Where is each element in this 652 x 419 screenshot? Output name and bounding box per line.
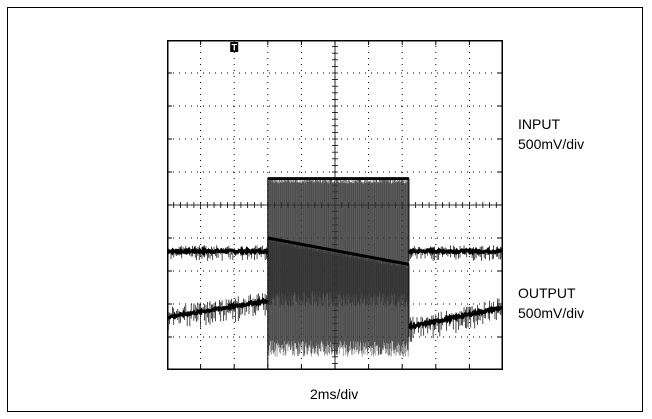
output-channel-label: OUTPUT [518,285,576,301]
baseline-band [167,245,269,256]
trace-output [167,236,503,367]
input-scale-label: 500mV/div [518,136,585,152]
time-scale-label: 2ms/div [310,386,359,402]
scope-screen: T [167,40,503,370]
input-channel-label: INPUT [518,116,560,132]
scope-plot: T [167,40,503,370]
trigger-marker-letter: T [231,43,237,53]
baseline-band [167,297,270,320]
burst-envelope [267,236,410,266]
trigger-marker [230,42,239,52]
figure-frame [7,7,643,412]
output-scale-label: 500mV/div [518,305,585,321]
